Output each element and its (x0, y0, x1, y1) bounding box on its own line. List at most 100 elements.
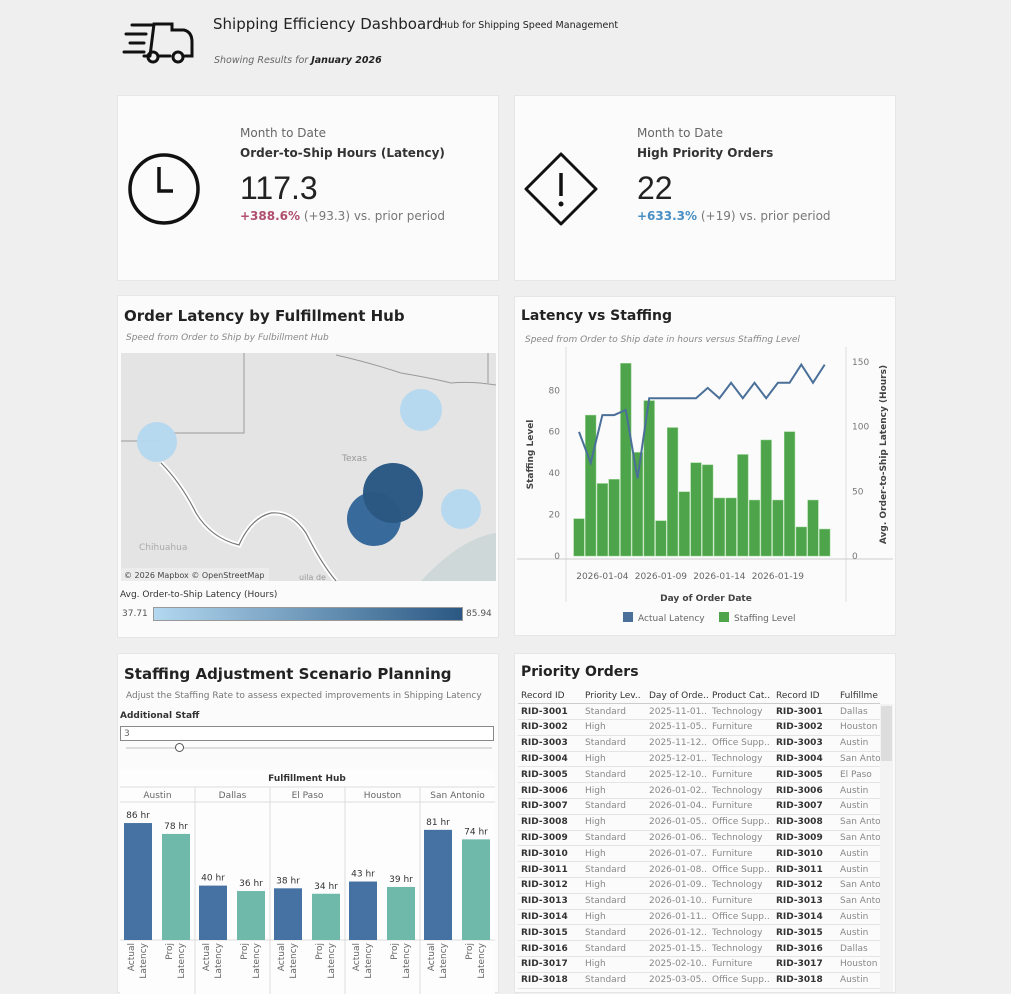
bar-category-label: Latency (139, 942, 149, 978)
table-row[interactable]: RID-3005 Standard 2025-12-10.. Furniture RID… (518, 766, 880, 784)
table-cell: Austin (837, 735, 880, 752)
column-header[interactable]: Record ID (518, 688, 582, 705)
kpi-card-latency: Month to Date Order-to-Ship Hours (Laten… (117, 95, 499, 281)
bar-value-label: 34 hr (314, 882, 338, 892)
staffing-bar[interactable] (631, 452, 644, 557)
staffing-bar[interactable] (655, 520, 667, 557)
table-cell: Technology (709, 877, 773, 894)
table-cell: Office Supp.. (709, 814, 773, 831)
scrollbar-thumb[interactable] (881, 706, 892, 761)
map-attribution[interactable]: © 2026 Mapbox © OpenStreetMap (124, 571, 264, 580)
column-header[interactable]: Record ID (773, 688, 837, 705)
staffing-bar[interactable] (620, 363, 632, 557)
dashboard-subtitle: Hub for Shipping Speed Management (440, 20, 619, 31)
table-row[interactable]: RID-3016 Standard 2025-01-15.. Technology RI… (518, 940, 880, 958)
table-row[interactable]: RID-3001 Standard 2025-11-01.. Technology RI… (518, 703, 880, 721)
legend-label-staffing[interactable]: Staffing Level (734, 614, 796, 624)
column-header[interactable]: Product Cat.. (709, 688, 773, 705)
hub-marker-houston[interactable] (441, 489, 481, 529)
staffing-bar[interactable] (573, 518, 585, 557)
column-header[interactable]: Day of Orde.. (646, 688, 709, 705)
staffing-bar[interactable] (737, 454, 749, 557)
hub-map[interactable]: Texas Chihuahua uila de © 2026 Mapbox © … (121, 353, 496, 581)
table-cell: 2026-01-04.. (646, 798, 709, 815)
latency-bar[interactable] (349, 881, 377, 940)
table-title: Priority Orders (521, 664, 639, 680)
table-cell: Technology (709, 830, 773, 847)
staffing-bar[interactable] (667, 427, 679, 557)
table-cell: Furniture (709, 893, 773, 910)
staffing-bar[interactable] (807, 499, 819, 557)
table-row[interactable]: RID-3004 High 2025-12-01.. Technology RID-30… (518, 751, 880, 768)
table-cell: Austin (837, 798, 880, 815)
table-row[interactable]: RID-3012 High 2026-01-09.. Technology RID-30… (518, 877, 880, 894)
table-row[interactable]: RID-3014 High 2026-01-11.. Office Supp.. RID… (518, 909, 880, 926)
table-row[interactable]: RID-3008 High 2026-01-05.. Office Supp.. RID… (518, 814, 880, 831)
latency-bar[interactable] (274, 888, 302, 940)
column-header[interactable]: Priority Lev.. (582, 688, 646, 705)
staffing-bar[interactable] (819, 528, 831, 557)
bar-category-label: Proj (390, 943, 400, 960)
slider-handle[interactable] (175, 743, 184, 752)
column-header[interactable]: Fulfillme (837, 688, 880, 705)
table-row[interactable]: RID-3013 Standard 2026-01-10.. Furniture RID… (518, 893, 880, 910)
table-cell: RID-3008 (773, 814, 837, 831)
table-row[interactable]: RID-3007 Standard 2026-01-04.. Furniture RID… (518, 798, 880, 815)
table-row[interactable]: RID-3017 High 2025-02-10.. Furniture RID-301… (518, 956, 880, 973)
additional-staff-input[interactable] (120, 726, 494, 741)
latency-bar[interactable] (424, 829, 452, 940)
map-panel: Order Latency by Fulfillment Hub Speed f… (117, 295, 499, 638)
legend-swatch-latency[interactable] (623, 612, 633, 622)
table-row[interactable]: RID-3006 High 2026-01-02.. Technology RID-30… (518, 782, 880, 800)
table-row[interactable]: RID-3018 Standard 2025-03-05.. Office Supp.… (518, 972, 880, 989)
bar-value-label: 78 hr (164, 822, 188, 832)
hub-marker-el-paso[interactable] (137, 422, 177, 462)
latency-bar[interactable] (199, 885, 227, 940)
staffing-bar[interactable] (690, 462, 702, 557)
table-row[interactable]: RID-3002 High 2025-11-05.. Furniture RID-300… (518, 719, 880, 736)
latency-line[interactable] (578, 362, 826, 479)
table-row[interactable]: RID-3015 Standard 2026-01-12.. Technology RI… (518, 924, 880, 942)
staffing-bar[interactable] (585, 414, 597, 557)
staffing-bar[interactable] (702, 464, 714, 557)
staffing-bar[interactable] (748, 499, 761, 557)
staffing-bar[interactable] (784, 431, 796, 557)
latency-bar[interactable] (124, 823, 152, 940)
staffing-bar[interactable] (772, 499, 784, 557)
latency-bar[interactable] (462, 839, 490, 940)
latency-staffing-chart[interactable]: 0 20 40 60 80 0 50 100 150 2026-01-04 2026-01-09 20… (515, 347, 895, 635)
table-cell: RID-3001 (518, 703, 582, 721)
latency-bar[interactable] (237, 891, 265, 940)
hub-marker-dallas[interactable] (400, 389, 442, 431)
staffing-bar[interactable] (678, 491, 690, 557)
latency-bar[interactable] (162, 833, 190, 940)
table-scrollbar[interactable] (880, 704, 893, 992)
staffing-bar[interactable] (760, 439, 772, 557)
staffing-bar[interactable] (725, 497, 737, 557)
table-cell: Standard (582, 798, 646, 815)
table-row[interactable]: RID-3009 Standard 2026-01-06.. Technology RI… (518, 830, 880, 847)
kpi-name: High Priority Orders (637, 146, 774, 160)
kpi-delta: +388.6% (+93.3) vs. prior period (240, 209, 445, 223)
staffing-bar[interactable] (713, 497, 725, 557)
table-cell: High (582, 909, 646, 926)
hub-marker-austin[interactable] (363, 463, 423, 523)
table-row[interactable]: RID-3011 Standard 2026-01-08.. Office Supp.… (518, 861, 880, 879)
param-label: Additional Staff (120, 711, 200, 721)
staffing-bar[interactable] (596, 483, 608, 557)
staffing-bar[interactable] (795, 526, 807, 557)
legend-swatch-staffing[interactable] (719, 612, 729, 622)
bar-category-label: Latency (252, 942, 262, 978)
latency-bar[interactable] (387, 886, 415, 940)
table-row[interactable]: RID-3010 High 2026-01-07.. Furniture RID-301… (518, 845, 880, 863)
bar-category-label: Proj (465, 943, 475, 960)
table-row[interactable]: RID-3003 Standard 2025-11-12.. Office Supp.… (518, 735, 880, 752)
latency-bar[interactable] (312, 893, 340, 940)
staffing-bar[interactable] (608, 479, 620, 557)
table-cell: 2026-01-02.. (646, 782, 709, 800)
table-cell: Austin (837, 909, 880, 926)
combo-subtitle: Speed from Order to Ship date in hours v… (525, 335, 800, 345)
additional-staff-slider[interactable] (126, 747, 492, 749)
legend-label-latency[interactable]: Actual Latency (638, 614, 705, 624)
